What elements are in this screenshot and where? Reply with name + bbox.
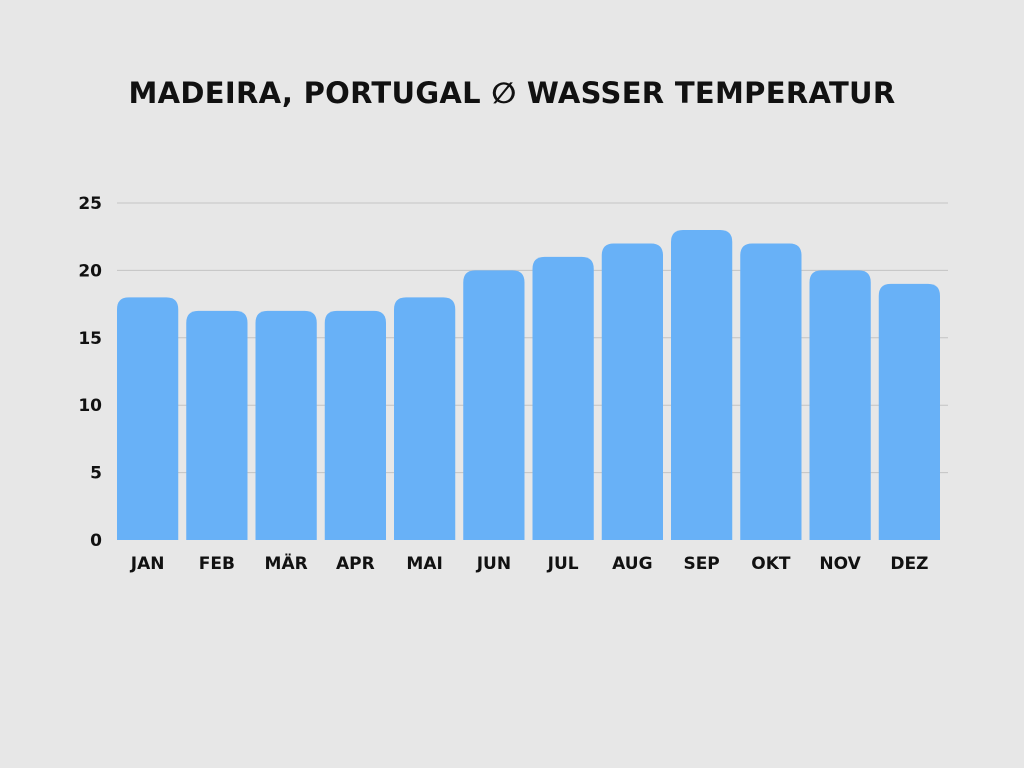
x-tick-label: APR (336, 554, 375, 574)
chart-title: MADEIRA, PORTUGAL ∅ WASSER TEMPERATUR (128, 76, 896, 110)
bar-nov (809, 270, 871, 540)
y-tick-label: 25 (78, 194, 102, 214)
bar-feb (186, 310, 248, 540)
y-tick-label: 20 (78, 261, 102, 281)
y-tick-label: 5 (90, 464, 102, 484)
y-tick-label: 0 (90, 531, 102, 551)
y-tick-label: 10 (78, 396, 102, 416)
bar-okt (740, 243, 802, 540)
bar-sep (671, 229, 733, 540)
bar-jan (117, 297, 179, 540)
bar-jun (463, 270, 525, 540)
bar-mai (394, 297, 456, 540)
bar-jul (532, 256, 594, 540)
x-tick-label: JAN (130, 554, 165, 574)
bar-apr (324, 310, 386, 540)
bar-dez (878, 283, 940, 540)
x-tick-label: DEZ (890, 554, 928, 574)
bars (117, 229, 940, 540)
x-tick-label: MAI (406, 554, 442, 574)
x-tick-label: JUL (547, 554, 579, 574)
x-tick-label: OKT (751, 554, 791, 574)
x-tick-label: MÄR (265, 552, 308, 574)
x-tick-label: FEB (199, 554, 235, 574)
y-axis-ticks: 0 5 10 15 20 25 (78, 194, 102, 551)
bar-aug (601, 243, 663, 540)
x-tick-label: SEP (683, 554, 719, 574)
x-tick-label: NOV (819, 554, 861, 574)
y-tick-label: 15 (78, 329, 102, 349)
x-axis-ticks: JAN FEB MÄR APR MAI JUN JUL AUG SEP OKT NOV DEZ (130, 552, 929, 574)
bar-mär (255, 310, 317, 540)
x-tick-label: JUN (476, 554, 511, 574)
x-tick-label: AUG (612, 554, 652, 574)
